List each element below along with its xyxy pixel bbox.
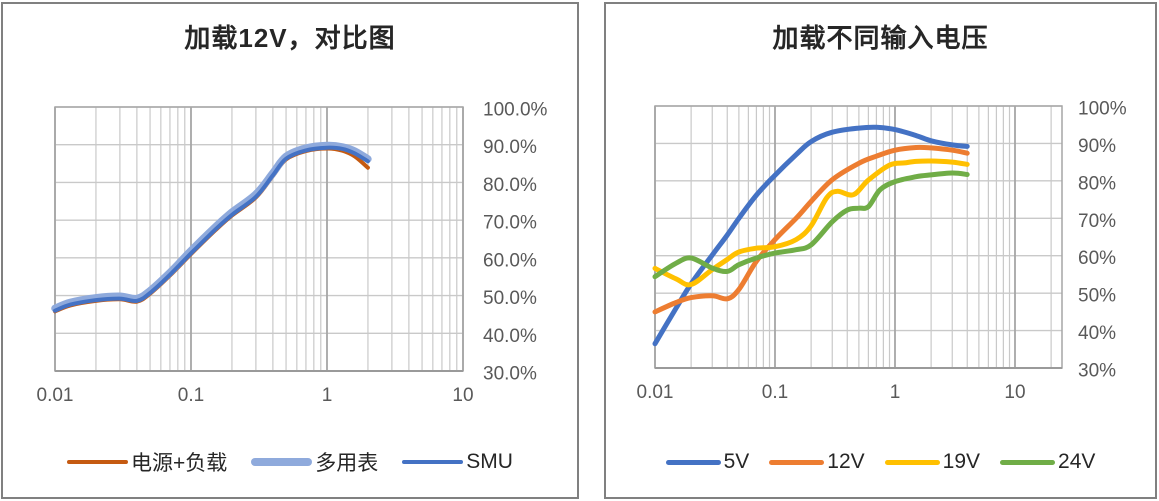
chart-title: 加载12V，对比图 <box>184 23 396 53</box>
legend-item-19v: 19V <box>884 450 981 474</box>
legend-swatch-line <box>67 460 129 464</box>
chart-panel-12v-comparison: 加载12V，对比图 100.0% 90.0% 80.0% 70.0% 60.0% 50.0… <box>1 2 579 499</box>
y-axis-tick-label: 50.0% <box>483 288 537 309</box>
legend-label: 电源+负载 <box>131 452 228 475</box>
legend-item-12v: 12V <box>769 450 865 474</box>
y-axis-tick-label: 100.0% <box>483 100 548 121</box>
legend-item-multimeter: 多用表 <box>251 447 378 477</box>
y-axis-tick-label: 30% <box>1078 361 1116 382</box>
legend-item-24v: 24V <box>1000 450 1095 474</box>
legend-label: 24V <box>1058 450 1096 473</box>
y-axis-tick-label: 90.0% <box>483 137 537 158</box>
y-axis-tick-label: 30.0% <box>483 364 537 385</box>
y-axis-tick-label: 60% <box>1078 248 1116 269</box>
plot-area: 100.0% 90.0% 80.0% 70.0% 60.0% 50.0% 40.0% 30.0… <box>37 100 548 407</box>
x-axis-tick-label: 0.1 <box>762 382 788 403</box>
legend-label: 12V <box>827 450 865 473</box>
x-axis-tick-label: 1 <box>322 385 333 406</box>
y-axis-tick-label: 80.0% <box>483 175 537 196</box>
y-axis-tick-label: 40.0% <box>483 326 537 347</box>
legend-swatch-line <box>884 459 940 465</box>
x-axis-tick-label: 0.1 <box>178 385 204 406</box>
y-axis-tick-label: 70.0% <box>483 213 537 234</box>
legend-swatch-line <box>402 460 464 464</box>
chart-legend: 电源+负载 多用表 SMU <box>3 440 577 484</box>
chart-title: 加载不同输入电压 <box>772 23 989 53</box>
y-axis-tick-label: 80% <box>1078 173 1116 194</box>
y-axis-tick-label: 40% <box>1078 323 1116 344</box>
legend-item-power-load: 电源+负载 <box>67 447 227 477</box>
legend-swatch-line <box>769 459 825 465</box>
x-axis-tick-label: 1 <box>890 382 901 403</box>
legend-label: 5V <box>723 450 750 473</box>
y-axis-tick-label: 70% <box>1078 211 1116 232</box>
legend-swatch-line <box>665 459 721 465</box>
legend-item-smu: SMU <box>402 450 513 474</box>
x-axis-tick-label: 10 <box>1004 382 1025 403</box>
legend-swatch-line <box>251 458 313 466</box>
legend-label: SMU <box>466 450 513 473</box>
chart-legend: 5V 12V 19V 24V <box>606 440 1155 484</box>
legend-label: 19V <box>942 450 981 473</box>
legend-swatch-line <box>1000 459 1056 465</box>
x-axis-tick-label: 10 <box>452 385 473 406</box>
y-axis-tick-label: 60.0% <box>483 250 537 271</box>
legend-label: 多用表 <box>315 452 379 475</box>
y-axis-tick-label: 50% <box>1078 286 1116 307</box>
x-axis-tick-label: 0.01 <box>637 382 674 403</box>
legend-item-5v: 5V <box>665 450 750 474</box>
x-axis-tick-label: 0.01 <box>37 385 74 406</box>
y-axis-tick-label: 90% <box>1078 136 1116 157</box>
y-axis-tick-label: 100% <box>1078 99 1127 120</box>
plot-area: 100% 90% 80% 70% 60% 50% 40% 30% 0.01 0.1 1 10 <box>637 99 1127 404</box>
chart-panel-input-voltages: 加载不同输入电压 100% 90% 80% 70% 60% 50% 40% 30% 0.01 0.… <box>604 2 1157 499</box>
